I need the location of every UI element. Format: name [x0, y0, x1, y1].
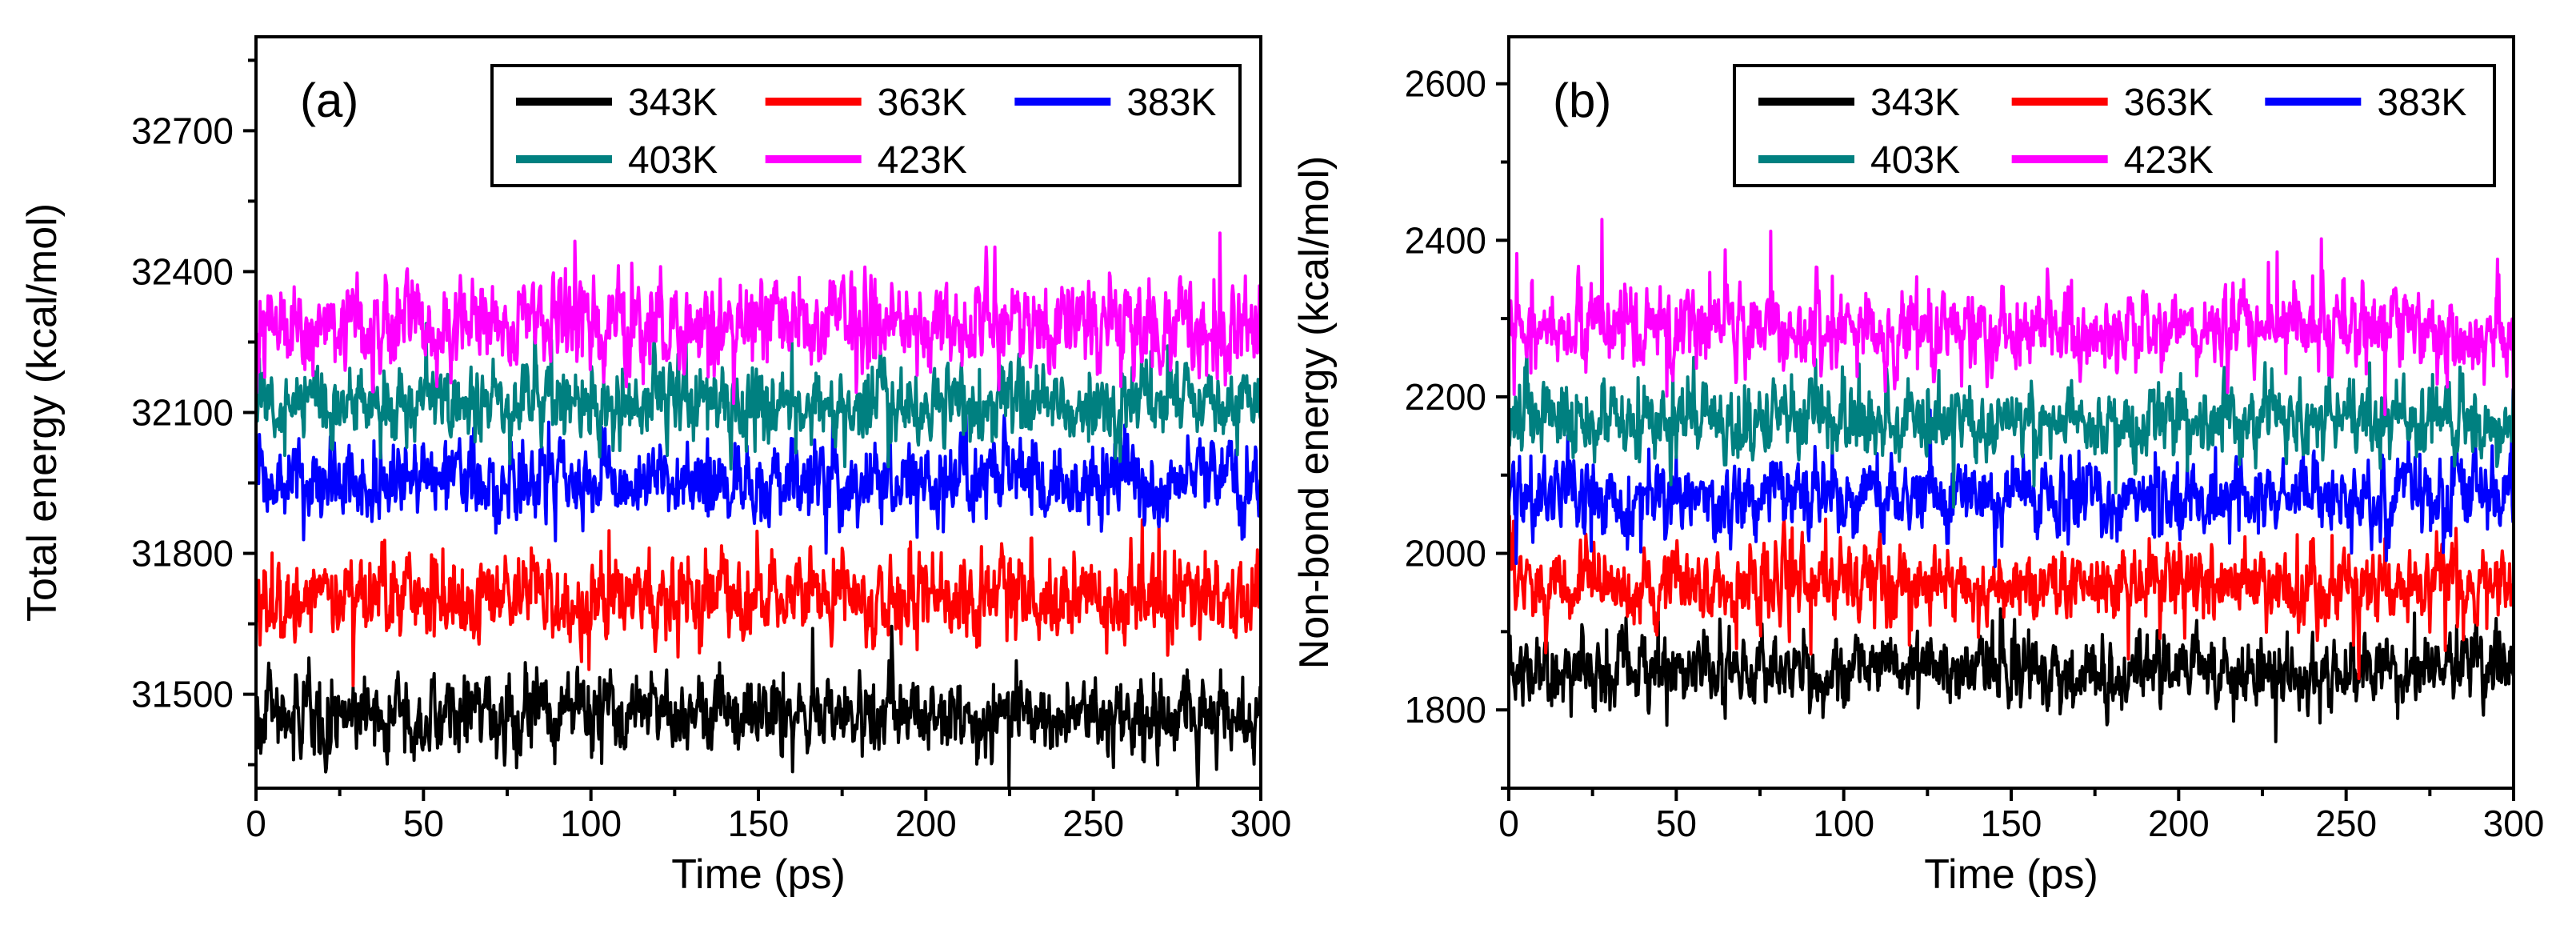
x-tick-label: 300 [1230, 803, 1292, 844]
legend-label: 383K [1126, 82, 1216, 124]
legend-entry-383K: 383K [2265, 82, 2466, 124]
x-tick-label: 250 [2315, 803, 2377, 844]
x-tick-label: 300 [2483, 803, 2545, 844]
panel-a: 0 50 100 150 200 250 300 31500 31800 32100 32400 32… [19, 35, 1292, 898]
legend-label: 403K [628, 139, 718, 182]
x-tick-label: 50 [403, 803, 444, 844]
x-tick-label: 50 [1656, 803, 1697, 844]
legend-label: 383K [2377, 82, 2466, 124]
legend-label: 403K [1870, 139, 1960, 182]
legend-entry-363K: 363K [765, 82, 967, 124]
y-tick-label: 32700 [131, 110, 234, 151]
legend-label: 363K [2124, 82, 2214, 124]
x-tick-label: 200 [895, 803, 957, 844]
series-line-363K [1509, 515, 2514, 680]
legend-b: 343K 363K 383K 403K 423K [1733, 64, 2496, 187]
y-tick-label: 32100 [131, 392, 234, 434]
y-axis-label-b: Non-bond energy (kcal/mol) [1291, 156, 1338, 670]
x-tick-label: 250 [1062, 803, 1124, 844]
series-line-343K [256, 624, 1261, 788]
panel-label-a: (a) [300, 74, 358, 127]
ticks-a: 0 50 100 150 200 250 300 31500 31800 32100 32400 32… [131, 58, 1292, 844]
series-line-403K [256, 322, 1261, 471]
y-tick-label: 31500 [131, 674, 234, 715]
series-line-383K [256, 411, 1261, 555]
x-axis-label-b: Time (ps) [1924, 851, 2098, 898]
series-line-363K [256, 518, 1261, 687]
legend-entry-403K: 403K [1758, 139, 1960, 182]
y-tick-label: 2000 [1405, 533, 1486, 575]
legend-entry-423K: 423K [2011, 139, 2214, 182]
series-layer-a [256, 231, 1261, 788]
legend-entry-423K: 423K [765, 139, 967, 182]
y-axis-label-a: Total energy (kcal/mol) [19, 203, 66, 622]
legend-entry-363K: 363K [2011, 82, 2214, 124]
y-tick-label: 32400 [131, 250, 234, 292]
legend-entry-343K: 343K [516, 82, 718, 124]
legend-label: 423K [2124, 139, 2214, 182]
legend-label: 343K [1870, 82, 1960, 124]
series-line-343K [1509, 607, 2514, 743]
series-line-403K [1509, 352, 2514, 509]
y-tick-label: 2400 [1405, 219, 1486, 261]
panel-label-b: (b) [1553, 74, 1611, 127]
x-axis-label-a: Time (ps) [671, 851, 846, 898]
legend-box-b [1733, 64, 2496, 187]
panel-b: 0 50 100 150 200 250 300 1800 2000 2200 2400 2600 (… [1291, 35, 2545, 898]
y-tick-label: 31800 [131, 533, 234, 575]
x-tick-label: 150 [1981, 803, 2042, 844]
x-tick-label: 200 [2148, 803, 2210, 844]
x-tick-label: 150 [728, 803, 790, 844]
y-tick-label: 1800 [1405, 689, 1486, 731]
y-tick-label: 2200 [1405, 376, 1486, 418]
x-tick-label: 0 [1498, 803, 1519, 844]
legend-entry-383K: 383K [1014, 82, 1216, 124]
legend-box-a [490, 64, 1242, 187]
legend-entry-403K: 403K [516, 139, 718, 182]
series-line-423K [256, 231, 1261, 406]
legend-a: 343K 363K 383K 403K 423K [490, 64, 1242, 187]
series-line-423K [1509, 218, 2514, 416]
legend-entry-343K: 343K [1758, 82, 1960, 124]
x-tick-label: 0 [246, 803, 266, 844]
x-tick-label: 100 [1813, 803, 1874, 844]
legend-label: 343K [628, 82, 718, 124]
series-layer-b [1509, 218, 2514, 743]
ticks-b: 0 50 100 150 200 250 300 1800 2000 2200 2400 2600 [1405, 63, 2545, 844]
legend-label: 363K [878, 82, 967, 124]
y-tick-label: 2600 [1405, 63, 1486, 105]
x-tick-label: 100 [560, 803, 622, 844]
legend-label: 423K [878, 139, 967, 182]
